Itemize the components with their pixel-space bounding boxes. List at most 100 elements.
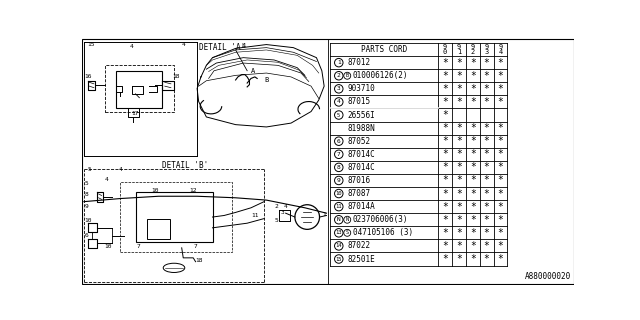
Text: PARTS CORD: PARTS CORD [361, 45, 407, 54]
Text: 7: 7 [337, 152, 340, 157]
Text: *: * [442, 241, 448, 251]
Text: *: * [484, 84, 490, 94]
Text: *: * [456, 241, 462, 251]
Text: *: * [456, 162, 462, 172]
Text: *: * [470, 202, 476, 212]
Text: 10: 10 [84, 218, 92, 223]
Text: 1: 1 [323, 212, 326, 217]
Text: *: * [456, 254, 462, 264]
Text: *: * [470, 71, 476, 81]
Text: *: * [497, 71, 504, 81]
Text: 7: 7 [137, 244, 141, 249]
Text: 17: 17 [131, 111, 138, 116]
Text: 4: 4 [284, 204, 287, 209]
Text: *: * [456, 149, 462, 159]
Text: 9: 9 [499, 44, 502, 50]
Text: *: * [484, 97, 490, 107]
Text: *: * [484, 149, 490, 159]
Text: *: * [470, 175, 476, 186]
Text: 5: 5 [337, 113, 340, 117]
Text: 010006126(2): 010006126(2) [353, 71, 408, 80]
Text: *: * [456, 136, 462, 146]
Text: 87052: 87052 [348, 137, 371, 146]
Text: *: * [497, 228, 504, 238]
Text: 18: 18 [196, 258, 203, 263]
Text: 10: 10 [335, 191, 342, 196]
Text: *: * [484, 58, 490, 68]
Text: 0: 0 [443, 49, 447, 55]
Text: *: * [470, 149, 476, 159]
Text: *: * [456, 188, 462, 198]
Text: *: * [456, 84, 462, 94]
Text: *: * [442, 84, 448, 94]
Text: *: * [497, 162, 504, 172]
Text: *: * [470, 215, 476, 225]
Text: 87014A: 87014A [348, 202, 375, 211]
Text: *: * [470, 123, 476, 133]
Text: 4: 4 [337, 100, 340, 104]
Text: 10: 10 [151, 188, 158, 193]
Text: 15: 15 [335, 257, 342, 261]
Text: *: * [470, 58, 476, 68]
Text: *: * [497, 149, 504, 159]
Text: 6: 6 [337, 139, 340, 144]
Text: 9: 9 [84, 204, 88, 209]
Text: 87014C: 87014C [348, 163, 375, 172]
Text: DETAIL 'B': DETAIL 'B' [163, 161, 209, 170]
Text: *: * [470, 84, 476, 94]
Text: 9: 9 [443, 44, 447, 50]
Text: 18: 18 [172, 75, 180, 79]
Text: *: * [497, 202, 504, 212]
Text: *: * [484, 188, 490, 198]
Text: *: * [470, 254, 476, 264]
Text: 87016: 87016 [348, 176, 371, 185]
Text: 16: 16 [84, 75, 92, 79]
Text: *: * [456, 175, 462, 186]
Text: *: * [456, 58, 462, 68]
Text: 87022: 87022 [348, 241, 371, 251]
Text: *: * [484, 215, 490, 225]
Text: *: * [484, 123, 490, 133]
Text: 12: 12 [189, 188, 197, 193]
Bar [116, 71, 163, 108]
Text: *: * [456, 71, 462, 81]
Text: *: * [442, 162, 448, 172]
Text: *: * [484, 162, 490, 172]
Text: *: * [456, 202, 462, 212]
Text: 1: 1 [337, 60, 340, 65]
Text: 3: 3 [484, 49, 489, 55]
Text: 2: 2 [337, 73, 340, 78]
Text: 023706006(3): 023706006(3) [353, 215, 408, 224]
Text: 8: 8 [84, 192, 88, 197]
Text: *: * [497, 188, 504, 198]
Text: 11: 11 [335, 204, 342, 209]
Text: B: B [265, 77, 269, 83]
Text: 15: 15 [87, 42, 95, 47]
Text: *: * [442, 215, 448, 225]
Text: *: * [442, 58, 448, 68]
Text: B: B [346, 73, 349, 78]
Text: A880000020: A880000020 [525, 272, 572, 281]
Text: *: * [442, 188, 448, 198]
Text: 9: 9 [470, 44, 475, 50]
Text: 2: 2 [470, 49, 475, 55]
Text: *: * [442, 149, 448, 159]
Text: *: * [456, 123, 462, 133]
Text: *: * [497, 254, 504, 264]
Text: 4: 4 [499, 49, 502, 55]
Text: 81988N: 81988N [348, 124, 375, 132]
Text: *: * [470, 241, 476, 251]
Text: 11: 11 [251, 213, 259, 218]
Bar [136, 192, 212, 243]
Text: 9: 9 [457, 44, 461, 50]
Text: 5: 5 [274, 218, 278, 223]
Text: 87014C: 87014C [348, 150, 375, 159]
Text: 3: 3 [281, 210, 285, 215]
Text: *: * [442, 228, 448, 238]
Text: *: * [456, 228, 462, 238]
Text: 4: 4 [129, 44, 133, 49]
Text: *: * [484, 175, 490, 186]
Text: *: * [497, 175, 504, 186]
Text: 7: 7 [193, 244, 197, 249]
Text: *: * [497, 215, 504, 225]
